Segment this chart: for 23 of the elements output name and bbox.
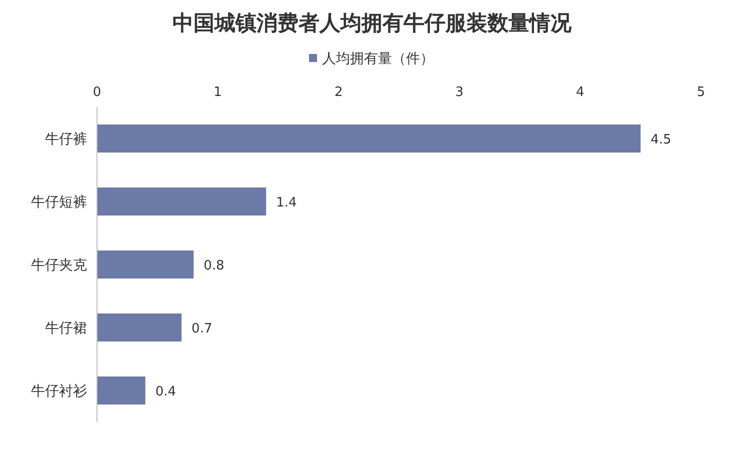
legend-label: 人均拥有量（件） — [322, 51, 434, 67]
x-tick-label: 1 — [214, 85, 222, 100]
y-tick-label: 牛仔裙 — [45, 320, 87, 336]
data-label: 0.8 — [204, 258, 224, 274]
data-label: 0.4 — [155, 384, 176, 400]
bar — [97, 124, 641, 152]
x-tick-label: 5 — [696, 85, 706, 100]
bar — [97, 250, 194, 278]
bar — [97, 376, 146, 404]
y-tick-label: 牛仔衬衫 — [31, 384, 87, 400]
y-tick-label: 牛仔短裤 — [31, 194, 87, 210]
x-tick-label: 3 — [455, 85, 464, 100]
bar — [97, 314, 182, 342]
bar — [97, 188, 266, 216]
data-label: 1.4 — [276, 196, 297, 210]
chart-title: 中国城镇消费者人均拥有牛仔服装数量情况 — [172, 10, 572, 35]
y-tick-label: 牛仔裤 — [45, 132, 87, 148]
data-label: 4.5 — [650, 132, 672, 148]
x-tick-label: 0 — [92, 85, 102, 100]
x-tick-label: 4 — [576, 85, 584, 100]
y-tick-label: 牛仔夹克 — [31, 258, 87, 274]
data-label: 0.7 — [192, 322, 212, 336]
x-tick-label: 2 — [334, 85, 343, 100]
